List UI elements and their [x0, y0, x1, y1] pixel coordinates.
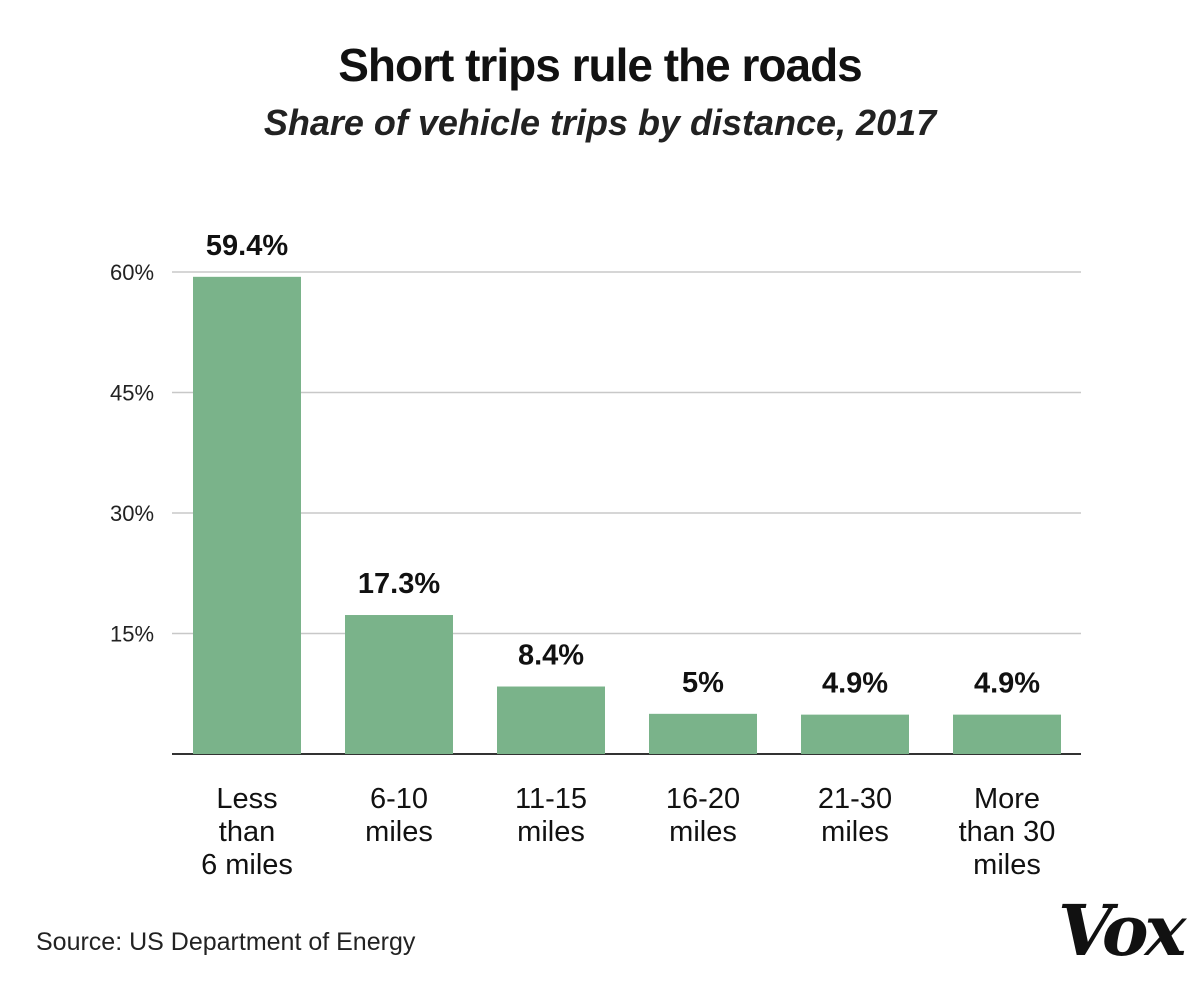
x-category-label-line: miles: [669, 816, 737, 848]
x-category-label: 16-20 miles: [666, 783, 740, 848]
bar-2: [345, 615, 453, 754]
x-category-label-line: miles: [517, 816, 585, 848]
chart-title: Short trips rule the roads: [338, 39, 863, 91]
x-category-label-line: miles: [973, 849, 1041, 881]
bar-value-label: 4.9%: [822, 668, 888, 700]
x-category-label-line: More: [974, 783, 1040, 815]
y-tick-label: 45%: [110, 381, 154, 406]
bar-value-label: 5%: [682, 667, 724, 699]
x-category-label-line: than: [219, 816, 275, 848]
bar-value-label: 59.4%: [206, 230, 288, 262]
bar-5: [801, 714, 909, 754]
chart-subtitle: Share of vehicle trips by distance, 2017: [263, 102, 937, 143]
x-category-label-line: 6 miles: [201, 849, 293, 881]
bar-value-label: 4.9%: [974, 668, 1040, 700]
x-category-label: Less than 6 miles: [201, 783, 293, 881]
x-category-label: 6-10 miles: [365, 783, 433, 848]
x-category-label-line: miles: [365, 816, 433, 848]
source-note: Source: US Department of Energy: [36, 928, 416, 956]
x-category-label: 11-15 miles: [515, 783, 587, 848]
x-category-label-line: 21-30: [818, 783, 892, 815]
x-category-label-line: 11-15: [515, 783, 587, 815]
vox-logo: Vox: [1058, 889, 1186, 972]
y-tick-label: 60%: [110, 260, 154, 285]
bar-1: [193, 276, 301, 754]
x-category-label-line: Less: [216, 783, 277, 815]
bar-3: [497, 686, 605, 754]
bar-4: [649, 713, 757, 754]
bar-value-label: 17.3%: [358, 568, 440, 600]
x-category-label-line: miles: [821, 816, 889, 848]
bar-6: [953, 714, 1061, 754]
x-category-label-line: 6-10: [370, 783, 428, 815]
x-category-label-line: 16-20: [666, 783, 740, 815]
y-tick-label: 30%: [110, 501, 154, 526]
x-category-label: More than 30 miles: [959, 783, 1056, 881]
bar-value-label: 8.4%: [518, 640, 584, 672]
x-category-label: 21-30 miles: [818, 783, 892, 848]
y-tick-label: 15%: [110, 622, 154, 647]
x-category-label-line: than 30: [959, 816, 1056, 848]
